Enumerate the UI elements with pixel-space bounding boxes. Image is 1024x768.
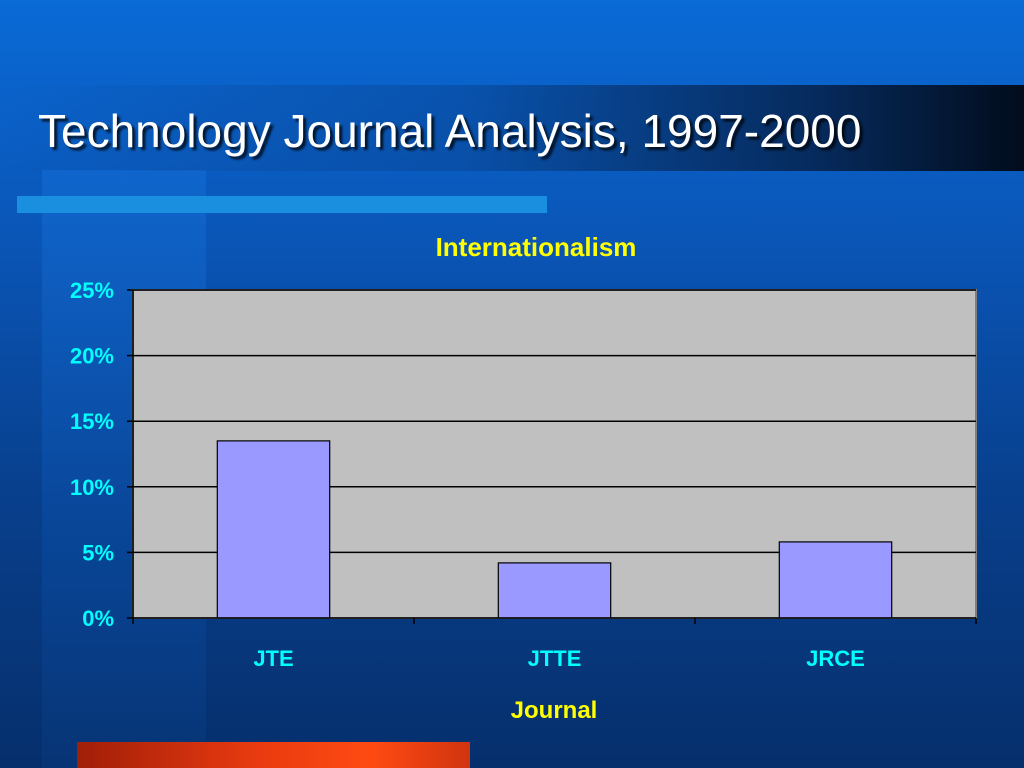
y-tick-labels: 0% 5% 10% 15% 20% 25% [70,278,114,631]
y-tick-label: 15% [70,409,114,434]
x-tick-label: JRCE [806,646,865,671]
y-tick-label: 0% [82,606,114,631]
x-tick-label: JTTE [528,646,582,671]
y-tick-label: 10% [70,475,114,500]
x-tick-label: JTE [253,646,293,671]
bar-jte [216,440,331,619]
x-axis-label: Journal [511,697,598,724]
bottom-accent-bar [77,742,470,768]
y-tick-label: 5% [82,540,114,565]
title-band [0,85,1024,171]
y-tick-label: 25% [70,278,114,303]
slide-title: Technology Journal Analysis, 1997-2000 [38,105,862,157]
bar-jtte [497,562,612,619]
y-tick-label: 20% [70,344,114,369]
axes [127,289,977,624]
x-tick-labels: JTE JTTE JRCE [253,646,865,671]
chart-title: Internationalism [436,232,637,262]
accent-bar [17,196,547,213]
bar-jrce [778,541,893,619]
bars [216,440,893,619]
